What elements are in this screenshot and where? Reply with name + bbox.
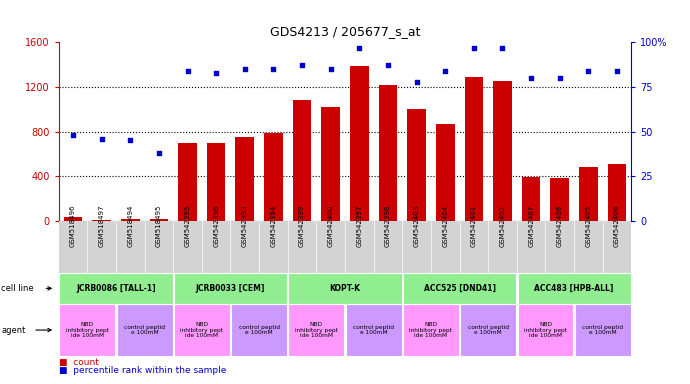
Text: ACC525 [DND41]: ACC525 [DND41] [424,284,495,293]
Text: ACC483 [HPB-ALL]: ACC483 [HPB-ALL] [534,284,614,293]
Point [554,75,565,81]
Point [611,68,622,74]
Text: GSM542398: GSM542398 [385,204,391,247]
Point [469,45,480,51]
Text: NBD
inhibitory pept
ide 100mM: NBD inhibitory pept ide 100mM [524,322,567,338]
Point [210,70,221,76]
Bar [235,137,254,221]
Point [182,68,193,74]
Point [440,68,451,74]
Text: GSM542393: GSM542393 [241,204,248,247]
Text: ■  count: ■ count [59,358,99,367]
Bar [293,100,311,221]
Text: GSM518497: GSM518497 [99,204,105,247]
Text: GSM542405: GSM542405 [585,205,591,247]
Bar [207,143,226,221]
Point [497,45,508,51]
Text: GSM542406: GSM542406 [614,204,620,247]
Text: GSM542404: GSM542404 [442,205,448,247]
Point [411,78,422,84]
Text: GSM542399: GSM542399 [299,204,305,247]
Text: cell line: cell line [1,284,34,293]
Bar [608,164,627,221]
Text: GSM518494: GSM518494 [127,204,133,247]
Text: control peptid
e 100mM: control peptid e 100mM [239,324,279,336]
Text: GSM542394: GSM542394 [270,204,277,247]
Text: NBD
inhibitory pept
ide 100mM: NBD inhibitory pept ide 100mM [409,322,453,338]
Text: GSM542397: GSM542397 [356,204,362,247]
Bar [551,179,569,221]
Text: GSM518496: GSM518496 [70,204,76,247]
Text: GSM542401: GSM542401 [471,204,477,247]
Point [153,150,164,156]
Text: NBD
inhibitory pept
ide 100mM: NBD inhibitory pept ide 100mM [295,322,338,338]
Point [382,62,393,68]
Bar [322,107,340,221]
Text: control peptid
e 100mM: control peptid e 100mM [468,324,509,336]
Text: GSM542395: GSM542395 [184,204,190,247]
Bar [121,219,139,221]
Point [526,75,537,81]
Point [354,45,365,51]
Bar [264,132,283,221]
Point [68,132,79,138]
Text: GSM542407: GSM542407 [528,204,534,247]
Text: control peptid
e 100mM: control peptid e 100mM [353,324,394,336]
Text: ■  percentile rank within the sample: ■ percentile rank within the sample [59,366,226,375]
Text: GSM542402: GSM542402 [500,205,506,247]
Point [583,68,594,74]
Text: control peptid
e 100mM: control peptid e 100mM [124,324,165,336]
Text: control peptid
e 100mM: control peptid e 100mM [582,324,623,336]
Text: GSM542408: GSM542408 [557,204,563,247]
Text: GDS4213 / 205677_s_at: GDS4213 / 205677_s_at [270,25,420,38]
Bar [150,220,168,221]
Text: NBD
inhibitory pept
ide 100mM: NBD inhibitory pept ide 100mM [66,322,109,338]
Text: GSM518495: GSM518495 [156,204,162,247]
Text: JCRB0086 [TALL-1]: JCRB0086 [TALL-1] [76,284,156,293]
Point [325,66,336,72]
Text: KOPT-K: KOPT-K [330,284,360,293]
Point [297,62,308,68]
Point [268,66,279,72]
Text: GSM542396: GSM542396 [213,204,219,247]
Text: GSM542403: GSM542403 [413,204,420,247]
Bar [493,81,512,221]
Text: NBD
inhibitory pept
ide 100mM: NBD inhibitory pept ide 100mM [180,322,224,338]
Bar [92,220,111,221]
Bar [522,177,540,221]
Bar [63,217,82,221]
Text: agent: agent [1,326,26,334]
Bar [579,167,598,221]
Text: JCRB0033 [CEM]: JCRB0033 [CEM] [196,284,265,293]
Point [239,66,250,72]
Point [96,136,107,142]
Bar [464,77,483,221]
Bar [436,124,455,221]
Bar [350,66,368,221]
Point [125,137,136,144]
Bar [178,143,197,221]
Bar [407,109,426,221]
Bar [379,84,397,221]
Text: GSM542400: GSM542400 [328,204,334,247]
